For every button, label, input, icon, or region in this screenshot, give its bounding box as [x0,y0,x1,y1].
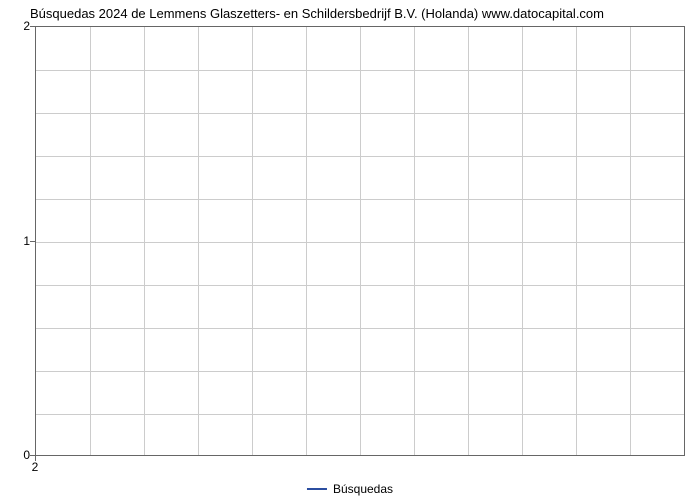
grid-v [90,27,91,455]
chart-container: Búsquedas 2024 de Lemmens Glaszetters- e… [0,0,700,500]
grid-h [36,242,684,243]
grid-v [360,27,361,455]
grid-h [36,285,684,286]
grid-v [144,27,145,455]
grid-v [198,27,199,455]
y-tick-mark [30,26,35,27]
grid-v [414,27,415,455]
legend-line-icon [307,488,327,490]
x-tick-label: 2 [32,460,39,474]
y-tick-mark [30,241,35,242]
chart-title: Búsquedas 2024 de Lemmens Glaszetters- e… [30,6,690,21]
grid-h [36,328,684,329]
y-tick-label: 2 [23,19,30,33]
grid-v [576,27,577,455]
legend: Búsquedas [307,482,393,496]
grid-v [252,27,253,455]
grid-v [522,27,523,455]
grid-h [36,70,684,71]
grid-h [36,371,684,372]
grid-v [630,27,631,455]
grid-v [306,27,307,455]
y-tick-label: 1 [23,234,30,248]
grid-h [36,414,684,415]
grid-h [36,156,684,157]
grid-h [36,113,684,114]
grid-h [36,199,684,200]
plot-area [35,26,685,456]
y-tick-label: 0 [23,448,30,462]
grid-v [468,27,469,455]
legend-label: Búsquedas [333,482,393,496]
